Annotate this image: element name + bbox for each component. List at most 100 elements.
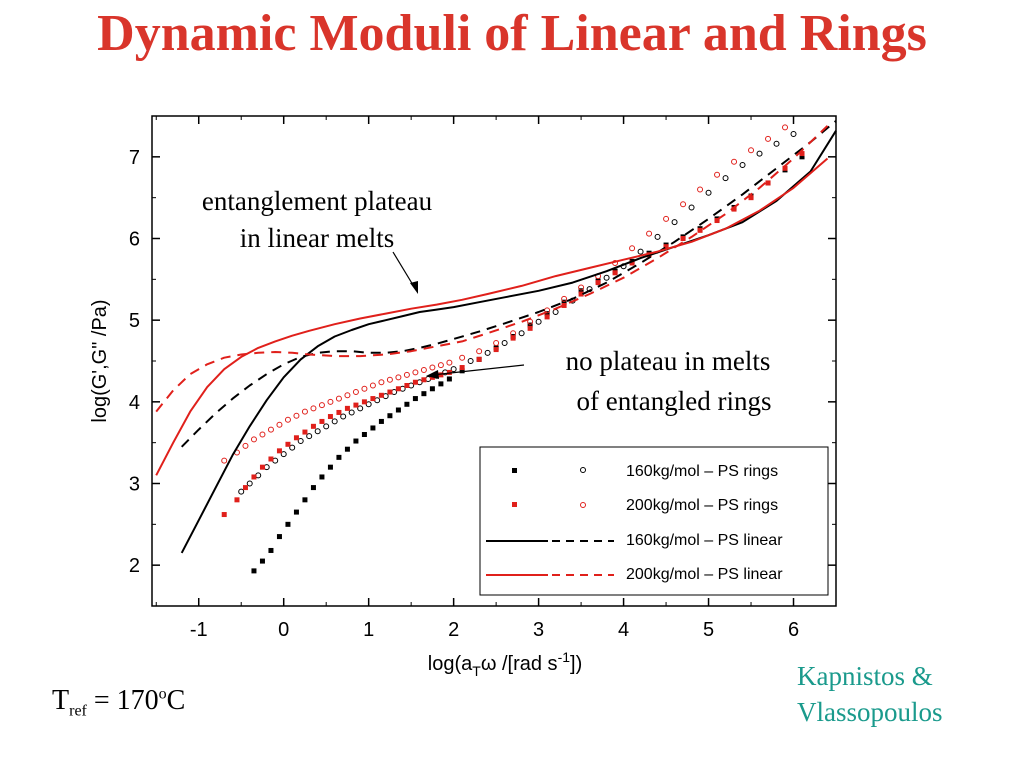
series-2-point xyxy=(412,379,418,385)
series-2-point xyxy=(629,260,635,266)
x-axis-label: log(aTω /[rad s-1]) xyxy=(428,649,582,679)
series-2-point xyxy=(714,218,720,224)
series-3-point xyxy=(221,457,228,464)
y-tick-label: 5 xyxy=(129,310,140,332)
series-1-point xyxy=(280,451,287,458)
series-1-point xyxy=(357,405,364,412)
credit-line1: Kapnistos & xyxy=(797,661,933,691)
series-1-point xyxy=(297,438,304,445)
series-1-point xyxy=(348,409,355,416)
series-0-point xyxy=(251,568,257,574)
series-3-point xyxy=(276,421,283,428)
series-2-point xyxy=(344,405,350,411)
series-2-point xyxy=(268,456,274,462)
series-3-point xyxy=(301,408,308,415)
x-tick-label: 3 xyxy=(533,619,544,641)
series-2-point xyxy=(259,464,265,470)
tref-unit: C xyxy=(166,685,186,716)
series-1-point xyxy=(314,428,321,435)
series-0-point xyxy=(319,474,325,480)
series-2-point xyxy=(612,270,618,276)
series-2-point xyxy=(302,429,308,435)
series-1-point xyxy=(238,488,245,495)
x-tick-label: 5 xyxy=(703,619,714,641)
series-3-point xyxy=(663,215,670,222)
series-3-point xyxy=(378,379,385,386)
annotation-noplateau-line1: no plateau in melts xyxy=(566,346,771,376)
series-3-point xyxy=(714,171,721,178)
series-3-point xyxy=(267,426,274,433)
series-3-point xyxy=(386,376,393,383)
annotation-noplateau-arrowhead xyxy=(426,370,439,379)
series-3-point xyxy=(335,395,342,402)
series-3-point xyxy=(293,412,300,419)
series-3-point xyxy=(310,405,317,412)
series-3-point xyxy=(697,186,704,193)
series-2-point xyxy=(527,325,533,331)
series-1-point xyxy=(501,340,508,347)
series-0-point xyxy=(578,288,584,294)
y-tick-label: 7 xyxy=(129,147,140,169)
series-3-point xyxy=(510,330,517,337)
annotation-plateau-line1: entanglement plateau xyxy=(202,186,433,216)
series-1-point xyxy=(637,248,644,255)
legend-label-200-rings: 200kg/mol – PS rings xyxy=(626,497,778,514)
x-axis: -1 0 1 2 3 4 5 6 xyxy=(155,116,837,641)
annotation-plateau-line2: in linear melts xyxy=(240,223,394,253)
y-tick-label: 6 xyxy=(129,229,140,251)
series-0-point xyxy=(293,509,299,515)
series-0-point xyxy=(544,311,550,317)
series-2-point xyxy=(251,474,257,480)
series-3-point xyxy=(459,354,466,361)
series-0-point xyxy=(404,401,410,407)
series-0-point xyxy=(302,497,308,503)
series-1-point xyxy=(739,162,746,168)
series-0-point xyxy=(344,446,350,452)
credit: Kapnistos & Vlassopoulos xyxy=(797,658,943,730)
series-2-point xyxy=(561,302,567,308)
series-0-point xyxy=(268,547,274,553)
series-1-point xyxy=(671,219,678,226)
series-0-point xyxy=(370,425,376,431)
series-3-point xyxy=(731,158,738,165)
series-2-point xyxy=(370,396,376,402)
lines-layer xyxy=(155,120,837,554)
y-tick-label: 4 xyxy=(129,392,140,414)
series-2-point xyxy=(438,372,444,378)
legend-marker-200-rings-gdouble xyxy=(580,502,586,508)
series-3-point xyxy=(250,436,257,443)
series-7-line xyxy=(155,125,829,413)
x-tick-label: 0 xyxy=(278,619,289,641)
series-0-point xyxy=(327,464,333,470)
series-3-point xyxy=(361,385,368,392)
series-0-point xyxy=(378,418,384,424)
y-tick-label: 2 xyxy=(129,555,140,577)
series-2-point xyxy=(544,314,550,320)
series-1-point xyxy=(306,433,313,440)
series-2-point xyxy=(336,409,342,415)
series-2-point xyxy=(748,195,754,201)
series-2-point xyxy=(378,392,384,398)
series-0-point xyxy=(259,558,265,564)
legend-label-200-linear: 200kg/mol – PS linear xyxy=(626,566,783,583)
series-2-point xyxy=(782,165,788,171)
tref-base: T xyxy=(52,685,70,716)
series-3-point xyxy=(284,416,291,423)
series-3-point xyxy=(437,362,444,369)
series-2-point xyxy=(276,448,282,454)
series-0-point xyxy=(438,381,444,387)
series-2-point xyxy=(765,180,771,186)
annotation-plateau-arrowhead xyxy=(410,281,418,294)
series-2-point xyxy=(234,497,240,503)
slide-title: Dynamic Moduli of Linear and Rings xyxy=(97,5,927,62)
series-0-point xyxy=(446,376,452,382)
series-0-point xyxy=(353,438,359,444)
series-3-point xyxy=(680,201,687,208)
y-axis: 2 3 4 5 6 7 xyxy=(129,115,836,607)
annotation-noplateau: no plateau in melts of entangled rings xyxy=(426,342,804,420)
series-3-point xyxy=(412,369,419,376)
series-1-point xyxy=(790,130,797,137)
series-1-point xyxy=(323,423,330,430)
series-3-point xyxy=(369,382,376,389)
series-0-point xyxy=(459,368,465,374)
